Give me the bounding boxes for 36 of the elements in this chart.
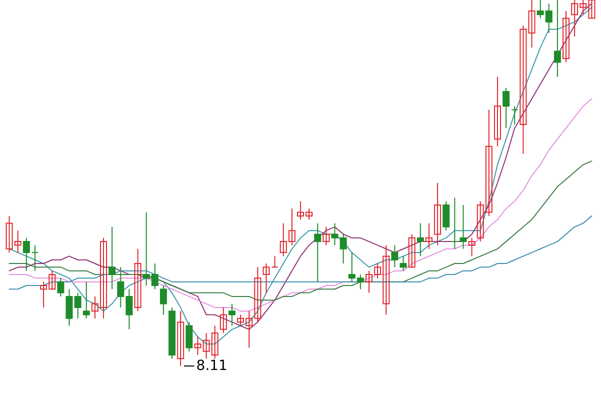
candlestick: [322, 226, 330, 246]
candlestick: [31, 244, 38, 272]
candlestick: [262, 263, 270, 294]
candlestick: [442, 200, 450, 232]
candlestick: [434, 182, 442, 246]
candlestick: [554, 0, 561, 78]
candlestick: [194, 336, 202, 356]
candlestick: [400, 256, 407, 272]
candlestick: [66, 288, 73, 326]
candlestick: [57, 278, 64, 297]
candlestick: [425, 222, 432, 250]
candlestick: [108, 226, 116, 290]
candlestick: [502, 87, 510, 129]
candlestick: [220, 306, 227, 334]
candlestick: [451, 197, 458, 250]
candlestick: [562, 10, 570, 63]
candlestick: [271, 256, 278, 268]
candlestick: [22, 237, 30, 272]
candlestick: [416, 222, 424, 257]
candlestick: [511, 106, 518, 125]
candlestick: [468, 237, 476, 257]
candlestick: [228, 303, 236, 326]
candlestick: [391, 244, 398, 268]
candlestick: [520, 25, 527, 154]
candlestick: [160, 284, 167, 316]
candlestick: [408, 234, 416, 268]
candlestick: [314, 222, 322, 282]
candlestick: [528, 0, 536, 48]
candlestick: [186, 322, 193, 352]
candlestick: [460, 204, 467, 250]
annotation: 8.11: [196, 358, 228, 374]
candlestick: [177, 310, 184, 366]
candlestick: [74, 292, 82, 319]
candlestick: [494, 76, 501, 147]
candlestick: [134, 248, 142, 312]
candlestick: [82, 281, 90, 319]
